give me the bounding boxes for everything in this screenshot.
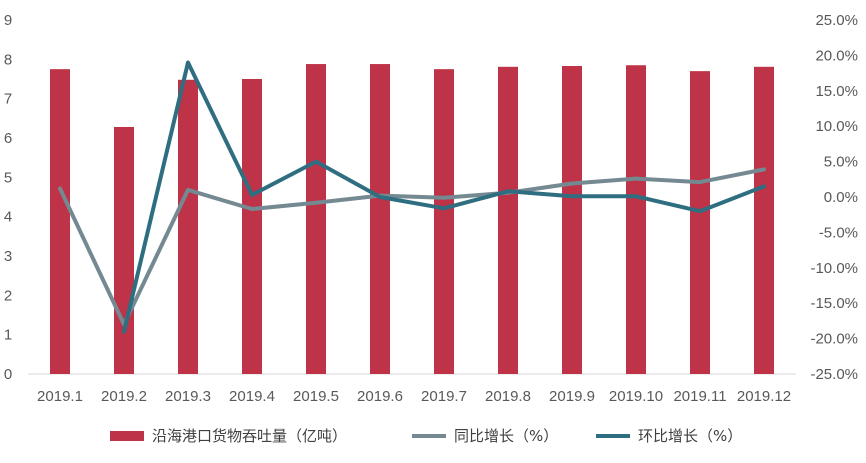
line-series (58, 60, 766, 334)
legend-label: 同比增长（%） (454, 427, 558, 445)
left-tick-label: 2 (4, 287, 12, 304)
x-tick-label: 2019.3 (165, 388, 211, 405)
right-tick-label: -25.0% (810, 366, 858, 383)
bar (754, 66, 774, 374)
left-tick-label: 3 (4, 248, 12, 265)
right-tick-label: -5.0% (819, 224, 858, 241)
legend: 沿海港口货物吞吐量（亿吨） 同比增长（%） 环比增长（%） (110, 427, 742, 445)
x-tick-label: 2019.12 (737, 388, 791, 405)
x-tick-label: 2019.11 (673, 388, 726, 405)
left-tick-label: 9 (4, 12, 12, 29)
bar (178, 79, 198, 374)
x-tick-label: 2019.4 (229, 388, 275, 405)
bar (626, 65, 646, 374)
bar-series (50, 64, 774, 375)
bar (306, 64, 326, 374)
x-tick-label: 2019.7 (421, 388, 467, 405)
right-tick-label: -20.0% (810, 331, 858, 348)
right-tick-label: -10.0% (810, 260, 858, 277)
x-tick-label: 2019.1 (37, 388, 83, 405)
yoy-growth-line (58, 167, 766, 327)
bar (242, 79, 262, 374)
bar (50, 69, 70, 375)
left-axis-ticks: 0 1 2 3 4 5 6 7 8 9 (4, 12, 12, 383)
left-tick-label: 4 (4, 209, 12, 226)
x-tick-label: 2019.10 (609, 388, 663, 405)
right-tick-label: 15.0% (815, 83, 858, 100)
bar (562, 66, 582, 375)
right-axis-ticks: -25.0% -20.0% -15.0% -10.0% -5.0% 0.0% 5.0% 10.… (810, 12, 858, 383)
x-axis-ticks: 2019.1 2019.2 2019.3 2019.4 2019.5 2019.6 2019… (37, 388, 791, 405)
legend-label: 沿海港口货物吞吐量（亿吨） (152, 427, 347, 445)
right-tick-label: 10.0% (815, 118, 858, 135)
right-tick-label: -15.0% (810, 295, 858, 312)
x-tick-label: 2019.9 (549, 388, 595, 405)
left-tick-label: 6 (4, 130, 12, 147)
left-tick-label: 5 (4, 169, 12, 186)
x-tick-label: 2019.6 (357, 388, 403, 405)
left-tick-label: 7 (4, 91, 12, 108)
right-tick-label: 5.0% (824, 154, 858, 171)
bar (690, 71, 710, 374)
right-tick-label: 20.0% (815, 47, 858, 64)
legend-label: 环比增长（%） (638, 427, 742, 445)
legend-swatch-bar (110, 431, 144, 441)
mom-growth-line (122, 60, 766, 334)
bar (370, 64, 390, 374)
bar (498, 66, 518, 374)
x-tick-label: 2019.5 (293, 388, 339, 405)
x-tick-label: 2019.8 (485, 388, 531, 405)
right-tick-label: 0.0% (824, 189, 858, 206)
left-tick-label: 1 (4, 327, 12, 344)
right-tick-label: 25.0% (815, 12, 858, 29)
bar (434, 69, 454, 375)
bar (114, 126, 134, 374)
left-tick-label: 8 (4, 51, 12, 68)
x-tick-label: 2019.2 (101, 388, 147, 405)
left-tick-label: 0 (4, 366, 12, 383)
